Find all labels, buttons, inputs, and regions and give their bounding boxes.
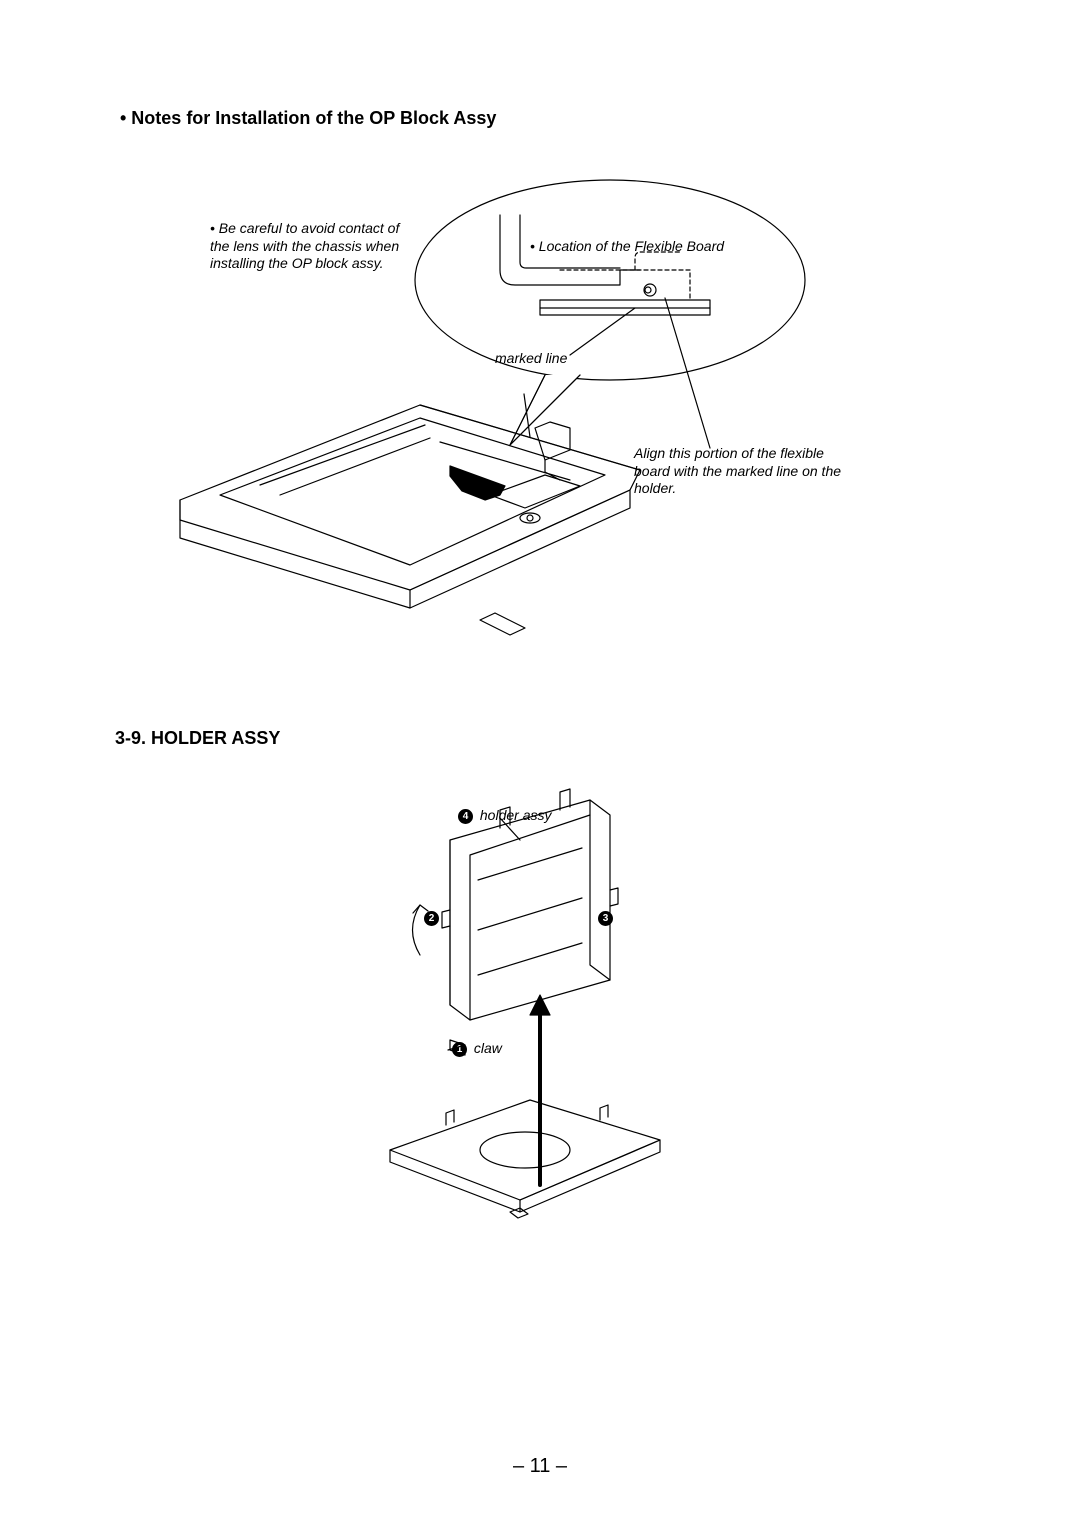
page-number: – 11 –: [0, 1455, 1080, 1478]
diagram-holder-assy: [350, 780, 700, 1240]
section-title-holder-assy: 3-9. HOLDER ASSY: [115, 728, 280, 749]
document-page: • Notes for Installation of the OP Block…: [0, 0, 1080, 1528]
section-title-op-block: • Notes for Installation of the OP Block…: [120, 108, 496, 129]
diagram-op-block-assy: [150, 150, 870, 670]
